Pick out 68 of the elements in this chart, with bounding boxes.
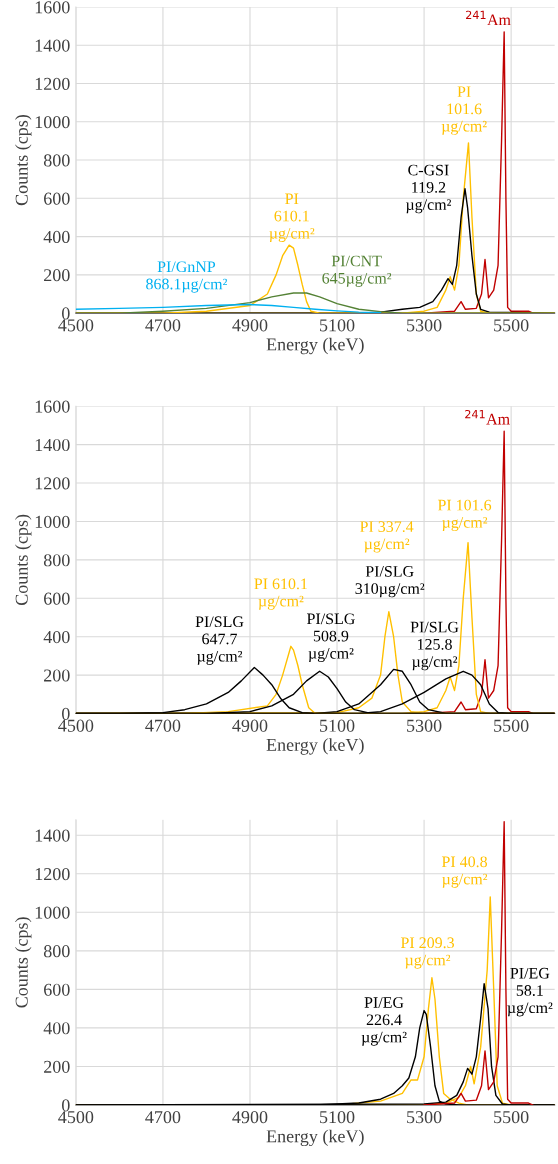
y-tick-label: 400 bbox=[43, 230, 70, 244]
annotation: PI/SLG 125.8 µg/cm² bbox=[410, 621, 459, 671]
y-tick-label: 800 bbox=[43, 554, 70, 567]
y-axis-title: Counts (cps) bbox=[15, 514, 32, 606]
y-tick-label: 0 bbox=[61, 707, 70, 720]
x-tick-label: 5300 bbox=[407, 719, 442, 732]
y-axis-title: Counts (cps) bbox=[15, 114, 32, 206]
y-tick-label: 1000 bbox=[35, 116, 70, 129]
y-axis-title: Counts (cps) bbox=[15, 917, 32, 1008]
y-tick-label: 0 bbox=[61, 307, 70, 320]
y-tick-label: 1000 bbox=[35, 906, 70, 919]
y-tick-label: 200 bbox=[44, 1060, 70, 1073]
annotation: PI 610.1 µg/cm² bbox=[254, 578, 307, 610]
annotation: PI/EG 58.1 µg/cm² bbox=[507, 967, 553, 1017]
x-tick-label: 5100 bbox=[320, 719, 355, 732]
annotation: PI/SLG 647.7 µg/cm² bbox=[195, 616, 244, 665]
annotation: $^{241}$Am bbox=[465, 409, 510, 425]
x-tick-label: 5300 bbox=[407, 1111, 442, 1124]
annotation: $^{241}$Am bbox=[466, 10, 511, 26]
annotation: PI 610.1 µg/cm² bbox=[269, 193, 315, 242]
annotation: C-GSI 119.2 µg/cm² bbox=[405, 164, 452, 214]
x-tick-label: 4700 bbox=[145, 1111, 181, 1124]
y-tick-label: 200 bbox=[44, 669, 70, 682]
y-tick-label: 1600 bbox=[35, 400, 70, 413]
y-tick-label: 1600 bbox=[35, 1, 70, 14]
x-tick-label: 4900 bbox=[232, 719, 268, 732]
annotation: PI 101.6 µg/cm² bbox=[437, 499, 492, 532]
x-tick-label: 5500 bbox=[494, 1111, 529, 1124]
annotation: PI/SLG 508.9 µg/cm² bbox=[306, 613, 355, 662]
y-tick-label: 600 bbox=[44, 983, 70, 996]
annotation: PI 101.6 µg/cm² bbox=[441, 86, 487, 135]
x-tick-label: 4500 bbox=[58, 719, 94, 732]
x-axis-title: Energy (keV) bbox=[266, 738, 364, 755]
y-tick-label: 0 bbox=[61, 1099, 70, 1112]
x-tick-label: 4500 bbox=[58, 1111, 94, 1124]
y-tick-label: 800 bbox=[43, 154, 70, 167]
y-tick-label: 400 bbox=[43, 1022, 70, 1035]
annotation: PI/CNT 645µg/cm² bbox=[322, 255, 392, 287]
x-axis-title: Energy (keV) bbox=[266, 1129, 364, 1147]
y-tick-label: 600 bbox=[44, 592, 70, 605]
x-tick-label: 4900 bbox=[232, 319, 268, 332]
x-tick-label: 5300 bbox=[407, 319, 442, 332]
y-tick-label: 1400 bbox=[35, 39, 70, 52]
annotation: PI 40.8 µg/cm² bbox=[441, 856, 488, 888]
y-tick-label: 400 bbox=[43, 630, 70, 644]
y-tick-label: 1000 bbox=[35, 515, 70, 528]
annotation: PI/EG 226.4 µg/cm² bbox=[361, 997, 407, 1046]
y-tick-label: 1200 bbox=[35, 477, 70, 490]
annotation: PI/GnNP 868.1µg/cm² bbox=[146, 261, 227, 293]
x-axis-title: Energy (keV) bbox=[266, 337, 364, 355]
y-tick-label: 600 bbox=[44, 192, 70, 205]
annotation: PI 337.4 µg/cm² bbox=[360, 521, 414, 553]
x-tick-label: 5100 bbox=[320, 1111, 355, 1124]
y-tick-label: 1400 bbox=[35, 829, 70, 842]
x-tick-label: 5500 bbox=[494, 319, 529, 332]
x-tick-label: 4700 bbox=[145, 319, 181, 332]
x-tick-label: 5500 bbox=[494, 719, 529, 732]
x-tick-label: 5100 bbox=[320, 319, 355, 332]
y-tick-label: 1200 bbox=[35, 868, 70, 881]
y-tick-label: 200 bbox=[44, 269, 70, 282]
y-tick-label: 800 bbox=[43, 945, 70, 958]
annotation: PI/SLG 310µg/cm² bbox=[355, 566, 425, 598]
y-tick-label: 1200 bbox=[35, 77, 70, 90]
y-tick-label: 1400 bbox=[35, 438, 70, 452]
annotation: PI 209.3 µg/cm² bbox=[400, 937, 455, 969]
x-tick-label: 4900 bbox=[232, 1111, 268, 1124]
x-tick-label: 4700 bbox=[145, 719, 181, 732]
x-tick-label: 4500 bbox=[58, 319, 94, 332]
